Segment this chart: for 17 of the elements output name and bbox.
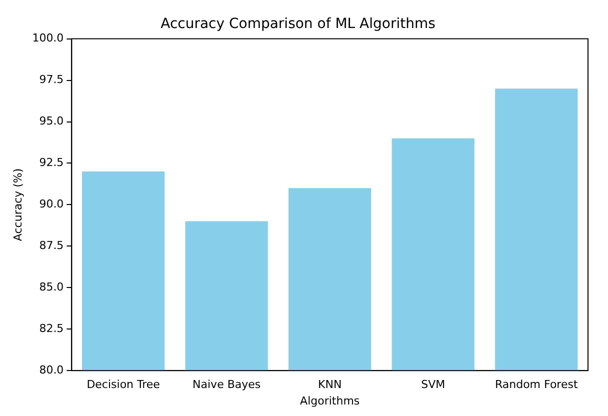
y-tick-label: 100.0 bbox=[32, 32, 64, 45]
y-tick-label: 90.0 bbox=[39, 198, 64, 211]
y-tick-label: 80.0 bbox=[39, 363, 64, 376]
y-tick-label: 95.0 bbox=[39, 114, 64, 128]
y-tick-label: 87.5 bbox=[39, 239, 64, 252]
x-axis-title: Algorithms bbox=[300, 394, 360, 408]
x-tick-label: KNN bbox=[318, 378, 342, 392]
y-tick-label: 92.5 bbox=[39, 156, 64, 170]
x-tick-label: Decision Tree bbox=[86, 378, 160, 392]
chart-title: Accuracy Comparison of ML Algorithms bbox=[160, 16, 436, 32]
y-axis-title: Accuracy (%) bbox=[11, 168, 24, 242]
x-tick-label: Naive Bayes bbox=[192, 378, 261, 392]
y-tick-label: 85.0 bbox=[39, 280, 64, 294]
x-tick-label: Random Forest bbox=[494, 378, 578, 392]
x-tick-label: SVM bbox=[421, 378, 446, 392]
y-tick-label: 82.5 bbox=[39, 322, 64, 335]
y-tick-label: 97.5 bbox=[39, 73, 64, 86]
